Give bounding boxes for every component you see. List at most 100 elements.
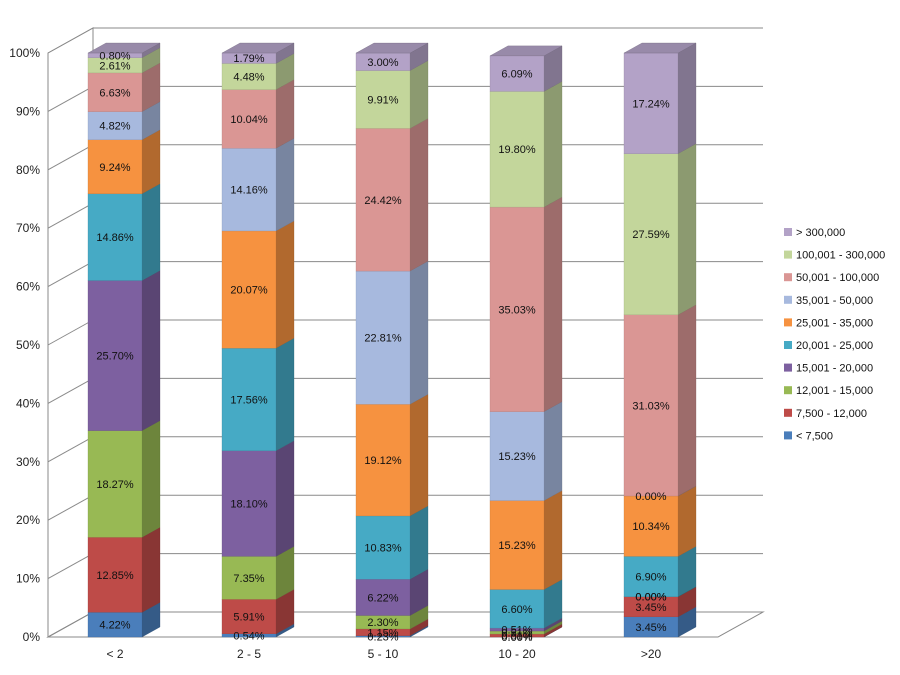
data-label: 0.54% <box>233 630 264 642</box>
bar-side <box>543 401 563 501</box>
bars <box>87 42 697 638</box>
bar-segment <box>355 568 429 616</box>
y-tick-label: 100% <box>9 46 40 60</box>
bar-segment <box>489 579 563 629</box>
legend-item: 50,001 - 100,000 <box>784 272 879 284</box>
legend-label: 35,001 - 50,000 <box>796 295 873 307</box>
bar-segment <box>87 101 161 141</box>
bar-segment <box>87 62 161 112</box>
bar-front <box>489 206 545 412</box>
data-label: 5.91% <box>233 612 264 624</box>
bar-segment <box>87 47 161 74</box>
bar-side <box>141 129 161 194</box>
bar-segment <box>221 589 295 635</box>
x-tick-label: < 2 <box>106 647 123 661</box>
data-label: 14.86% <box>96 232 134 244</box>
bar-side <box>677 485 697 557</box>
legend-swatch <box>784 431 792 440</box>
bar-side <box>275 337 295 451</box>
bar-front <box>355 515 411 580</box>
data-label: 3.45% <box>635 622 666 634</box>
data-label: 4.48% <box>233 72 264 84</box>
x-tick-label: 2 - 5 <box>237 647 261 661</box>
y-tick-label: 90% <box>16 104 40 118</box>
data-label: 10.83% <box>364 543 402 555</box>
data-label: 6.22% <box>367 592 398 604</box>
bar-top <box>489 45 563 57</box>
legend-item: 15,001 - 20,000 <box>784 363 873 375</box>
y-tick-label: 0% <box>23 630 41 644</box>
y-tick-label: 30% <box>16 455 40 469</box>
data-label: 0.51% <box>501 625 532 637</box>
data-label: 0.51% <box>501 628 532 640</box>
data-label: 2.61% <box>99 60 130 72</box>
data-label: 19.80% <box>498 144 536 156</box>
bar-side <box>677 304 697 497</box>
bar-segment <box>87 270 161 431</box>
bar-segment <box>221 440 295 557</box>
bar-front <box>489 500 545 590</box>
data-labels: 4.22% 12.85% 18.27% 25.70% 14.86% 9.24% 4.82% 6… <box>96 50 670 644</box>
gridline-diag <box>47 27 94 54</box>
data-label: 25.70% <box>96 351 134 363</box>
data-label: 14.16% <box>230 185 268 197</box>
legend-item: 12,001 - 15,000 <box>784 385 873 397</box>
bar-side <box>141 183 161 281</box>
legend-label: 25,001 - 35,000 <box>796 317 873 329</box>
legend-label: 7,500 - 12,000 <box>796 408 867 420</box>
legend-item: > 300,000 <box>784 227 845 239</box>
bar-top <box>623 42 697 54</box>
data-label: 31.03% <box>632 400 670 412</box>
bar-side <box>543 81 563 208</box>
data-label: 6.60% <box>501 604 532 616</box>
bar-segment <box>87 420 161 538</box>
legend-item: < 7,500 <box>784 430 833 442</box>
bar-segment <box>489 401 563 501</box>
legend-swatch <box>784 386 792 395</box>
x-axis-ticks: < 2 2 - 5 5 - 10 10 - 20 >20 <box>106 647 661 661</box>
bar-segment <box>355 118 429 272</box>
bar-segment <box>623 606 697 638</box>
bar-segment <box>623 304 697 497</box>
data-label: 9.91% <box>367 95 398 107</box>
bar-front <box>221 450 277 557</box>
bar-front <box>623 153 679 315</box>
bar-side <box>141 270 161 431</box>
bar-side <box>677 143 697 316</box>
gridline-diag <box>47 553 94 580</box>
x-tick-label: 10 - 20 <box>498 647 536 661</box>
bar-front <box>355 579 411 616</box>
x-tick-label: 5 - 10 <box>368 647 399 661</box>
gridline-diag <box>47 319 94 346</box>
bar-front <box>87 111 143 140</box>
bar-segment <box>489 490 563 590</box>
bar-segment <box>221 53 295 90</box>
data-label: 27.59% <box>632 229 670 241</box>
bar-front <box>355 70 411 129</box>
bar-top <box>221 42 295 54</box>
bar-segment <box>221 42 295 64</box>
data-label: 1.79% <box>233 53 264 65</box>
bar-front <box>87 280 143 431</box>
bar-segment <box>87 129 161 194</box>
y-tick-label: 70% <box>16 221 40 235</box>
bar-segment <box>87 42 161 58</box>
legend-swatch <box>784 273 792 282</box>
bar-side <box>543 490 563 590</box>
bar-front <box>489 91 545 208</box>
bar-front <box>87 193 143 281</box>
legend-item: 100,001 - 300,000 <box>784 250 885 262</box>
bar-front <box>489 589 545 629</box>
bar-segment <box>355 60 429 129</box>
bar-segment <box>355 394 429 517</box>
bar-side <box>275 79 295 149</box>
data-label: 9.24% <box>99 162 130 174</box>
data-label: 24.42% <box>364 195 402 207</box>
bar-segment <box>221 137 295 232</box>
bar-top <box>355 42 429 54</box>
data-label: 10.34% <box>632 521 670 533</box>
bar-front <box>221 148 277 232</box>
legend-item: 25,001 - 35,000 <box>784 317 873 329</box>
y-axis-ticks: 0% 10% 20% 30% 40% 50% 60% 70% 80% 90% 100% <box>9 46 40 644</box>
data-label: 12.85% <box>96 570 134 582</box>
